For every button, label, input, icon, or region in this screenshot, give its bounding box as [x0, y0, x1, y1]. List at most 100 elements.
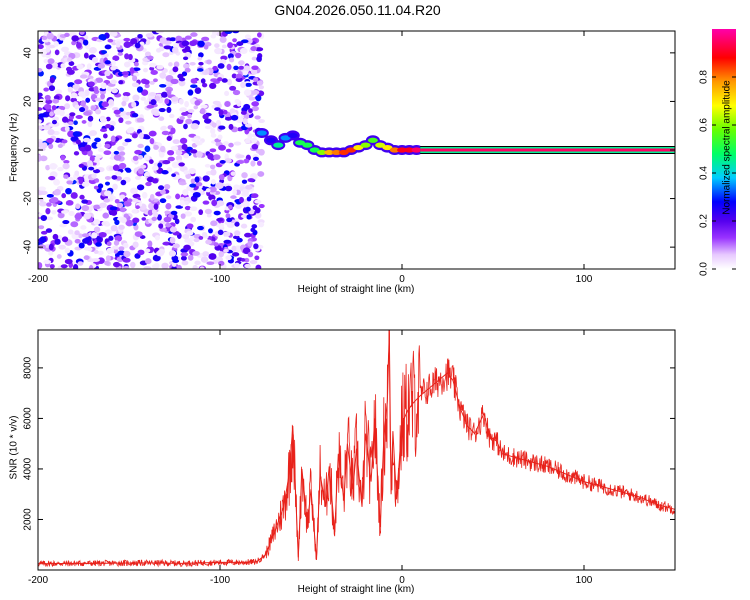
- noise-cell: [45, 46, 51, 53]
- noise-cell: [226, 78, 232, 86]
- noise-cell: [137, 168, 145, 175]
- noise-cell: [166, 89, 172, 96]
- noise-cell: [95, 77, 104, 83]
- noise-cell: [206, 59, 212, 65]
- noise-cell: [103, 190, 112, 197]
- noise-cell: [99, 117, 107, 123]
- noise-cell: [248, 96, 256, 101]
- noise-cell: [125, 219, 134, 227]
- noise-cell: [52, 233, 59, 240]
- noise-cell: [45, 208, 51, 215]
- noise-cell: [183, 56, 189, 61]
- noise-cell: [76, 63, 84, 70]
- noise-cell: [170, 145, 179, 151]
- noise-cell: [61, 139, 68, 144]
- noise-cell: [89, 130, 98, 136]
- noise-cell: [86, 63, 92, 70]
- noise-cell: [109, 206, 118, 211]
- y-tick-label: -20: [23, 191, 34, 206]
- noise-cell: [74, 170, 80, 176]
- noise-cell: [254, 199, 262, 204]
- signal-cell: [273, 142, 284, 148]
- noise-cell: [211, 199, 218, 207]
- noise-cell: [82, 39, 89, 46]
- noise-cell: [65, 95, 71, 102]
- noise-cell: [195, 140, 203, 146]
- noise-cell: [171, 173, 176, 178]
- noise-cell: [257, 32, 262, 38]
- noise-cell: [250, 160, 256, 167]
- noise-cell: [194, 260, 201, 266]
- noise-cell: [71, 35, 79, 42]
- noise-cell: [97, 250, 104, 256]
- noise-cell: [93, 219, 101, 226]
- signal-cell: [338, 149, 349, 156]
- signal-cell: [367, 137, 378, 143]
- noise-cell: [236, 160, 245, 164]
- noise-cell: [188, 167, 197, 175]
- noise-cell: [117, 52, 124, 56]
- noise-cell: [60, 155, 66, 161]
- noise-cell: [224, 158, 232, 164]
- noise-cell: [245, 206, 251, 212]
- noise-cell: [150, 69, 158, 75]
- y-tick-label: 8000: [23, 356, 34, 379]
- noise-cell: [118, 162, 127, 170]
- noise-cell: [167, 156, 175, 162]
- noise-cell: [110, 135, 116, 143]
- noise-cell: [149, 66, 155, 71]
- noise-cell: [57, 167, 64, 172]
- noise-cell: [184, 35, 192, 40]
- noise-cell: [240, 257, 246, 262]
- noise-cell: [65, 187, 72, 195]
- noise-cell: [54, 238, 61, 245]
- noise-cell: [194, 176, 200, 183]
- noise-cell: [83, 255, 90, 260]
- noise-cell: [211, 179, 216, 185]
- noise-cell: [224, 116, 232, 121]
- colorbar-tick-label: 0.4: [699, 166, 710, 180]
- noise-cell: [230, 171, 236, 176]
- noise-cell: [251, 143, 259, 150]
- noise-cell: [251, 193, 259, 199]
- noise-cell: [89, 155, 95, 162]
- noise-cell: [48, 143, 54, 150]
- noise-cell: [153, 112, 161, 117]
- noise-cell: [244, 138, 251, 144]
- noise-cell: [248, 108, 253, 114]
- noise-cell: [131, 133, 138, 139]
- noise-cell: [132, 217, 140, 224]
- noise-cell: [149, 138, 155, 145]
- noise-cell: [151, 216, 158, 221]
- noise-cell: [132, 94, 140, 101]
- noise-cell: [238, 65, 245, 70]
- noise-cell: [48, 176, 56, 181]
- noise-cell: [199, 108, 206, 115]
- noise-cell: [143, 154, 150, 161]
- noise-cell: [70, 192, 78, 199]
- noise-cell: [61, 116, 69, 123]
- noise-cell: [115, 40, 121, 48]
- noise-cell: [236, 41, 244, 46]
- noise-cell: [166, 106, 172, 114]
- noise-cell: [152, 254, 161, 262]
- y-tick-label: 2000: [23, 508, 34, 531]
- noise-cell: [192, 191, 201, 198]
- noise-cell: [110, 79, 117, 85]
- noise-cell: [76, 42, 82, 49]
- noise-cell: [112, 55, 120, 61]
- noise-cell: [170, 210, 178, 216]
- noise-cell: [254, 212, 262, 219]
- noise-cell: [148, 202, 155, 210]
- noise-cell: [74, 79, 83, 85]
- noise-cell: [130, 38, 138, 45]
- y-tick-label: -40: [23, 239, 34, 254]
- noise-cell: [125, 120, 132, 125]
- noise-cell: [51, 61, 58, 69]
- noise-cell: [195, 181, 203, 187]
- noise-cell: [151, 178, 159, 184]
- noise-cell: [144, 51, 151, 57]
- noise-cell: [224, 100, 231, 108]
- noise-cell: [67, 130, 75, 138]
- noise-cell: [53, 41, 59, 47]
